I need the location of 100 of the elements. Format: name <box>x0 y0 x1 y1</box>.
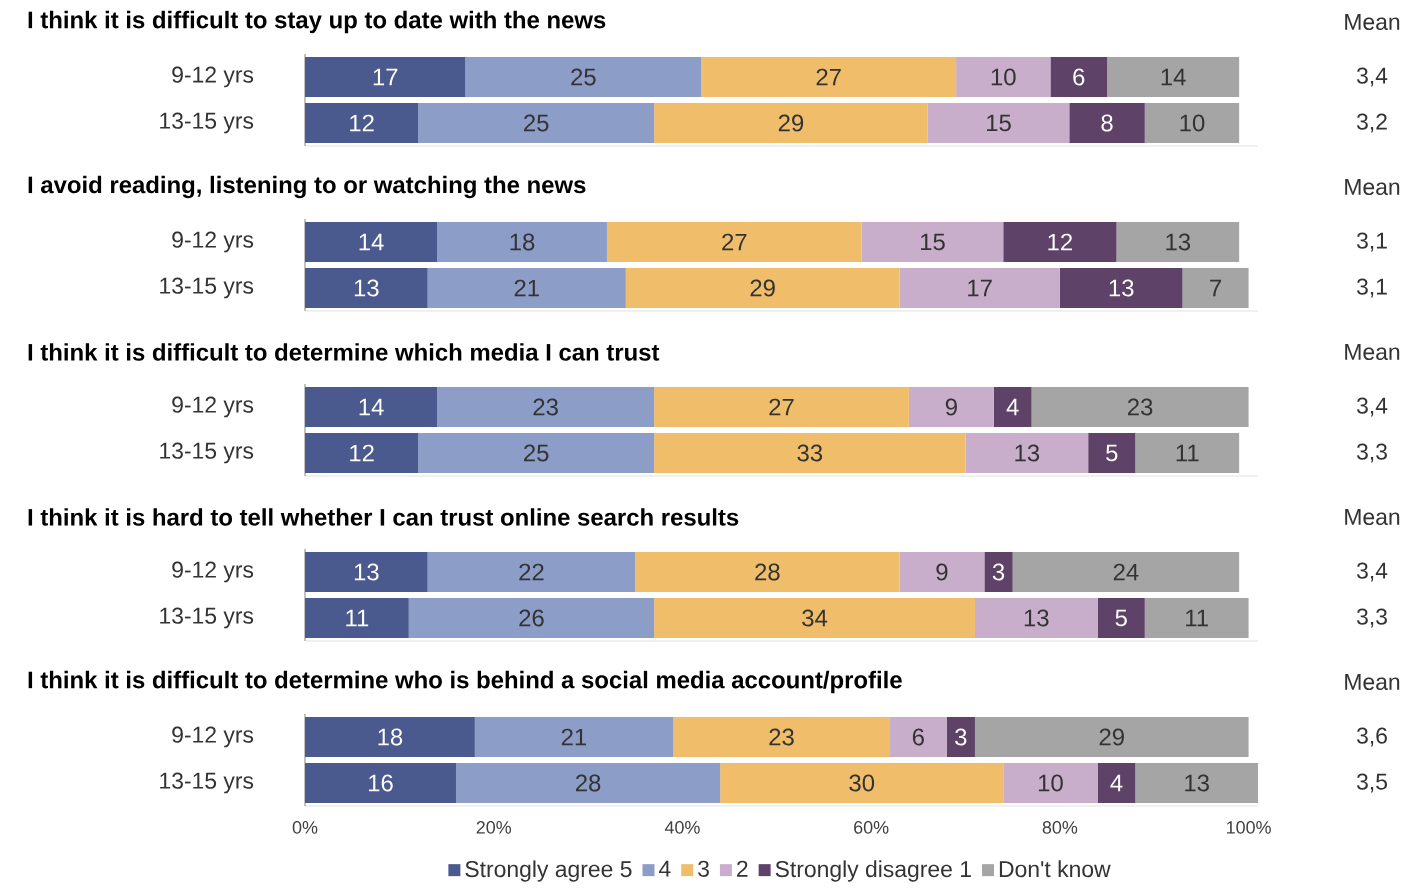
data-label: 9 <box>945 398 957 416</box>
data-label: 29 <box>778 114 804 132</box>
data-label: 6 <box>1073 68 1085 86</box>
bar <box>927 102 1070 143</box>
text: Mean <box>1345 674 1400 690</box>
bar <box>305 597 409 638</box>
bar <box>654 432 966 473</box>
bar <box>946 716 975 757</box>
data-label: 10 <box>1038 774 1063 792</box>
bar <box>1144 597 1249 638</box>
bar <box>305 56 466 97</box>
text: 3,3 <box>1356 608 1387 628</box>
data-label: 22 <box>519 563 544 581</box>
data-label: 7 <box>1210 279 1222 297</box>
data-label: 4 <box>1110 774 1123 792</box>
legend-label: 3 <box>698 860 709 877</box>
bar <box>1116 221 1240 262</box>
data-label: 30 <box>849 774 875 792</box>
data-label: 25 <box>571 68 596 86</box>
bar <box>993 386 1032 427</box>
bar <box>1012 551 1240 592</box>
legend-label: Strongly agree 5 <box>465 860 632 882</box>
text: Mean <box>1345 509 1400 525</box>
bar <box>1003 221 1117 262</box>
chart-title: I think it is hard to tell whether I can trust online search results <box>28 508 739 526</box>
y-tick-label: 9-12 yrs <box>172 231 254 253</box>
data-label: 13 <box>354 279 379 297</box>
bar <box>305 102 419 143</box>
data-label: 27 <box>769 398 794 416</box>
data-label: 11 <box>346 609 369 627</box>
bar <box>890 716 947 757</box>
chart-title: I think it is difficult to stay up to date with the news <box>28 10 606 34</box>
text: Mean <box>1345 344 1400 360</box>
data-label: 18 <box>378 728 403 746</box>
bar <box>1059 267 1183 308</box>
data-label: 3 <box>955 728 967 746</box>
bar <box>606 221 862 262</box>
data-label: 13 <box>1024 609 1049 627</box>
data-label: 15 <box>921 233 945 251</box>
data-label: 18 <box>510 233 535 251</box>
legend-label: 4 <box>659 860 671 877</box>
y-tick-label: 9-12 yrs <box>172 66 254 88</box>
data-label: 29 <box>1099 728 1124 746</box>
text: 3,1 <box>1356 232 1387 252</box>
bar <box>984 551 1013 592</box>
bar <box>408 597 655 638</box>
bar <box>305 762 456 803</box>
data-label: 16 <box>369 774 393 792</box>
bar <box>1144 102 1240 143</box>
legend-label: 2 <box>737 860 748 877</box>
bar <box>305 432 419 473</box>
data-label: 14 <box>1161 68 1186 86</box>
data-label: 27 <box>816 68 841 86</box>
bar <box>1135 762 1259 803</box>
bar <box>418 102 655 143</box>
bar <box>1135 432 1240 473</box>
bar <box>974 597 1098 638</box>
bar <box>965 432 1089 473</box>
y-tick-label: 13-15 yrs <box>160 772 254 794</box>
bar <box>1182 267 1249 308</box>
text: Mean <box>1345 14 1400 30</box>
data-label: 10 <box>991 68 1016 86</box>
bar <box>654 102 928 143</box>
x-tick-label: 0% <box>292 821 318 834</box>
data-label: 6 <box>912 728 924 746</box>
data-label: 29 <box>750 279 775 297</box>
data-label: 17 <box>968 279 992 297</box>
y-tick-label: 9-12 yrs <box>172 396 254 418</box>
bar <box>427 267 626 308</box>
text: Mean <box>1345 179 1400 195</box>
data-label: 11 <box>1186 609 1208 627</box>
text: 3,3 <box>1356 443 1387 463</box>
text: 3,2 <box>1356 113 1387 133</box>
data-label: 23 <box>533 398 558 416</box>
bar <box>305 716 475 757</box>
data-label: 23 <box>769 728 794 746</box>
data-label: 13 <box>1015 444 1040 462</box>
data-label: 14 <box>359 233 384 251</box>
data-label: 28 <box>755 563 780 581</box>
data-label: 17 <box>373 68 398 86</box>
bar <box>305 221 438 262</box>
data-label: 15 <box>987 114 1011 132</box>
data-label: 8 <box>1101 114 1113 132</box>
y-tick-label: 9-12 yrs <box>172 561 254 583</box>
data-label: 14 <box>359 398 384 416</box>
data-label: 12 <box>350 114 374 132</box>
bar <box>455 762 721 803</box>
data-label: 5 <box>1115 609 1127 627</box>
bar <box>418 432 655 473</box>
data-label: 21 <box>561 728 587 746</box>
bar <box>654 597 975 638</box>
bar <box>305 267 428 308</box>
y-tick-label: 13-15 yrs <box>160 277 254 299</box>
bar <box>861 221 1004 262</box>
text: 3,1 <box>1356 278 1387 298</box>
bar <box>1050 56 1108 97</box>
y-tick-label: 13-15 yrs <box>160 607 254 629</box>
legend-label: Don't know <box>999 860 1111 878</box>
data-label: 4 <box>1006 398 1019 416</box>
data-label: 27 <box>722 233 747 251</box>
